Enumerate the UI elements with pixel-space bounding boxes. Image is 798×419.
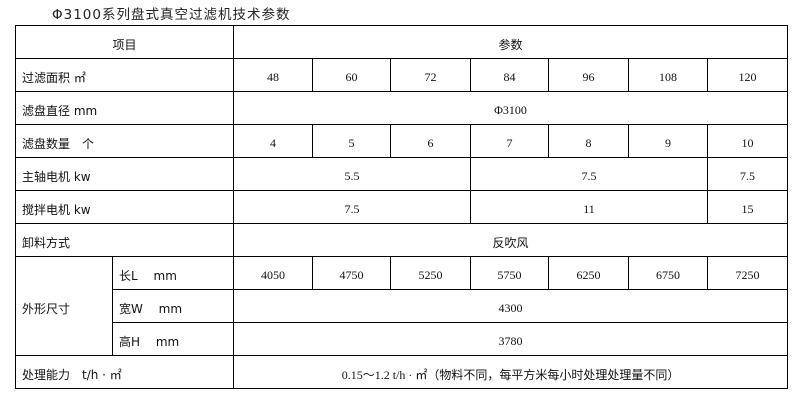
cell: 7.5	[470, 157, 709, 191]
spec-table: 项目 参数 过滤面积 ㎡ 48 60 72 84 96 108 120 滤盘直径 mm Φ310…	[14, 25, 789, 389]
row-label: 滤盘数量 个	[14, 124, 235, 158]
table-row: 高H mm 3780	[16, 322, 789, 356]
row-label: 主轴电机 kw	[14, 157, 235, 191]
header-item: 项目	[14, 25, 235, 59]
cell: 4	[233, 124, 314, 158]
table-row: 过滤面积 ㎡ 48 60 72 84 96 108 120	[14, 58, 789, 92]
cell: Φ3100	[233, 91, 789, 125]
cell: 0.15～1.2 t/h · ㎡（物料不同，每平方米每小时处理处理量不同）	[233, 355, 789, 389]
sub-label: 宽W mm	[111, 289, 235, 323]
cell: 7250	[707, 256, 789, 290]
cell: 6250	[548, 256, 630, 290]
header-params: 参数	[233, 25, 789, 59]
row-label: 搅拌电机 kw	[14, 190, 235, 224]
table-row: 滤盘直径 mm Φ3100	[14, 91, 789, 125]
table-row: 处理能力 t/h · ㎡ 0.15～1.2 t/h · ㎡（物料不同，每平方米每小…	[14, 355, 789, 389]
cell: 72	[390, 58, 472, 92]
cell: 4050	[233, 256, 314, 290]
table-row: 主轴电机 kw 5.5 7.5 7.5	[14, 157, 789, 191]
cell: 5750	[470, 256, 550, 290]
cell: 3780	[233, 322, 789, 356]
cell: 6750	[628, 256, 709, 290]
cell: 10	[707, 124, 789, 158]
cell: 48	[233, 58, 314, 92]
row-label: 过滤面积 ㎡	[14, 58, 235, 92]
cell: 60	[312, 58, 392, 92]
cell: 反吹风	[233, 223, 789, 257]
row-label: 外形尺寸	[15, 256, 113, 356]
row-label: 卸料方式	[14, 223, 235, 257]
cell: 6	[390, 124, 472, 158]
table-row: 宽W mm 4300	[16, 289, 789, 323]
table-row: 外形尺寸 长L mm 4050 4750 5250 5750 6250 6750 7250	[15, 256, 789, 356]
page-title: Φ3100系列盘式真空过滤机技术参数	[52, 7, 291, 23]
cell: 5	[312, 124, 392, 158]
sub-label: 长L mm	[111, 256, 235, 290]
cell: 84	[470, 58, 550, 92]
table-row: 卸料方式 反吹风	[14, 223, 789, 257]
cell: 15	[707, 190, 789, 224]
cell: 9	[628, 124, 709, 158]
cell: 108	[628, 58, 709, 92]
sub-label: 高H mm	[111, 322, 235, 356]
row-label: 处理能力 t/h · ㎡	[14, 355, 235, 389]
header-row: 项目 参数	[14, 25, 789, 59]
cell: 5250	[390, 256, 472, 290]
table-row: 滤盘数量 个 4 5 6 7 8 9 10	[14, 124, 789, 158]
cell: 8	[548, 124, 630, 158]
cell: 120	[707, 58, 789, 92]
cell: 11	[470, 190, 709, 224]
cell: 7.5	[707, 157, 789, 191]
cell: 4750	[312, 256, 392, 290]
table-row: 搅拌电机 kw 7.5 11 15	[14, 190, 789, 224]
cell: 7	[470, 124, 550, 158]
cell: 5.5	[233, 157, 472, 191]
cell: 4300	[233, 289, 789, 323]
cell: 96	[548, 58, 630, 92]
cell: 7.5	[233, 190, 472, 224]
row-label: 滤盘直径 mm	[14, 91, 235, 125]
